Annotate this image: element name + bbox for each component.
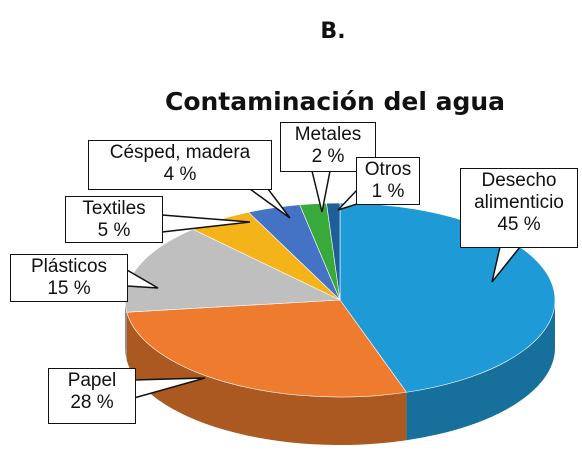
label-category: Plásticos [30,256,108,277]
label-category: Textiles [82,198,146,219]
label-value: 4 % [163,164,197,185]
label-value: 5 % [97,220,131,241]
data-label: Otros 1 % [356,157,420,205]
data-label: Plásticos 15 % [10,254,128,302]
slice-side [126,312,407,445]
label-category: Desecho alimenticio [474,170,564,213]
slice-side [125,300,127,361]
slice-side [406,300,555,441]
label-category: Metales [294,124,362,145]
label-value: 45 % [497,214,541,235]
heading: B. [320,19,345,44]
label-value: 15 % [47,278,91,299]
chart-title: Contaminación del agua [165,87,505,116]
data-label: Papel 28 % [48,368,136,424]
label-category: Papel [67,370,117,391]
data-label: Césped, madera 4 % [88,140,272,190]
label-category: Césped, madera [109,142,251,163]
slice [326,202,341,301]
label-category: Otros [364,159,412,180]
label-value: 1 % [371,181,405,202]
data-label: Textiles 5 % [65,196,163,243]
label-value: 28 % [70,392,114,413]
label-value: 2 % [311,146,345,167]
data-label: Metales 2 % [280,122,376,172]
data-label: Desecho alimenticio 45 % [460,168,578,248]
slice [124,228,341,313]
slice [126,299,407,398]
